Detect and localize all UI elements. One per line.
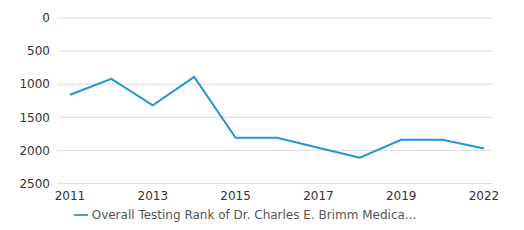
svg-text:2500: 2500 [19, 177, 50, 191]
svg-text:1000: 1000 [19, 77, 50, 91]
svg-text:2022: 2022 [469, 189, 500, 203]
svg-text:1500: 1500 [19, 111, 50, 125]
svg-text:0: 0 [42, 11, 50, 25]
svg-text:2019: 2019 [386, 189, 417, 203]
svg-text:500: 500 [27, 44, 50, 58]
html-text:Overall Testing Rank of Dr. Ch: Overall Testing Rank of Dr. Charles E. B… [91, 207, 417, 222]
svg-text:2011: 2011 [55, 189, 86, 203]
svg-text:2017: 2017 [303, 189, 334, 203]
svg-text:2013: 2013 [138, 189, 169, 203]
svg-text:2015: 2015 [220, 189, 251, 203]
svg-text:2000: 2000 [19, 144, 50, 158]
